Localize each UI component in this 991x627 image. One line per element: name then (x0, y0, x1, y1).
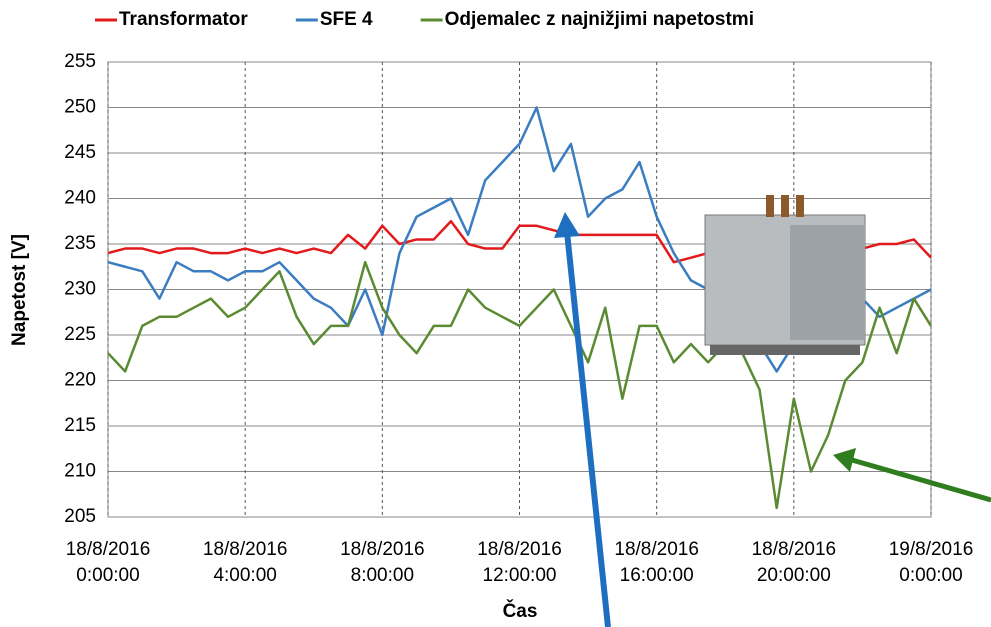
x-tick-label: 18/8/2016 12:00:00 (455, 537, 585, 589)
x-tick-label: 18/8/2016 20:00:00 (729, 537, 859, 589)
y-tick-label: 245 (64, 142, 96, 163)
transformer-fins (790, 225, 865, 340)
y-tick-label: 250 (64, 97, 96, 118)
transformer-image (705, 195, 865, 355)
y-tick-label: 240 (64, 188, 96, 209)
legend-label: Odjemalec z najnižjimi napetostmi (445, 9, 754, 30)
y-tick-label: 225 (64, 324, 96, 345)
y-tick-label: 220 (64, 370, 96, 391)
x-tick-label: 18/8/2016 8:00:00 (317, 537, 447, 589)
y-tick-label: 255 (64, 51, 96, 72)
x-axis-title: Čas (503, 600, 538, 622)
y-tick-label: 210 (64, 461, 96, 482)
chart: Napetost [V] Čas 205 210 215 220 225 230 235 24… (0, 0, 991, 627)
y-tick-label: 230 (64, 279, 96, 300)
x-tick-label: 18/8/2016 4:00:00 (180, 537, 310, 589)
y-axis-title: Napetost [V] (9, 234, 30, 346)
x-tick-label: 18/8/2016 0:00:00 (43, 537, 173, 589)
y-tick-label: 215 (64, 415, 96, 436)
legend-label: SFE 4 (320, 9, 373, 30)
y-tick-label: 235 (64, 233, 96, 254)
x-tick-label: 19/8/2016 0:00:00 (866, 537, 991, 589)
page: Napetost [V] Čas 205 210 215 220 225 230 235 24… (0, 0, 991, 627)
x-tick-label: 18/8/2016 16:00:00 (592, 537, 722, 589)
y-tick-label: 205 (64, 506, 96, 527)
transformer-bushing (766, 195, 774, 217)
legend-label: Transformator (119, 9, 248, 30)
transformer-bushing (781, 195, 789, 217)
transformer-bushing (796, 195, 804, 217)
transformer-base (710, 345, 860, 355)
